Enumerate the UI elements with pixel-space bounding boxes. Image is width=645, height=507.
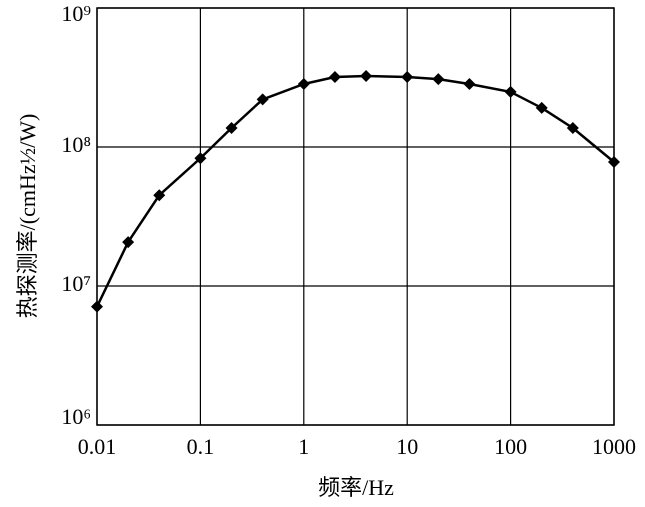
data-marker xyxy=(328,70,341,83)
data-marker xyxy=(153,189,166,202)
data-marker xyxy=(256,93,269,106)
x-tick-label: 10 xyxy=(396,434,418,459)
y-axis-label: 热探测率/(cmHz½/W) xyxy=(15,114,40,319)
y-tick-label: 10⁸ xyxy=(61,132,91,157)
x-tick-label: 1 xyxy=(298,434,309,459)
x-tick-label: 0.1 xyxy=(187,434,215,459)
data-marker xyxy=(608,155,620,168)
data-marker xyxy=(122,236,135,249)
y-tick-label: 10⁷ xyxy=(61,271,91,296)
data-line xyxy=(95,74,615,308)
x-tick-label: 100 xyxy=(494,434,527,459)
data-marker xyxy=(432,73,445,86)
plot-frame xyxy=(96,7,615,426)
data-marker xyxy=(194,152,207,165)
data-marker xyxy=(297,77,310,90)
data-marker xyxy=(401,70,414,83)
y-tick-label: 10⁹ xyxy=(61,1,91,26)
data-marker xyxy=(360,70,373,83)
data-marker xyxy=(504,85,517,98)
x-axis-label: 频率/Hz xyxy=(318,475,394,500)
data-marker xyxy=(225,121,238,134)
y-tick-label: 10⁶ xyxy=(61,404,91,429)
x-tick-label: 1000 xyxy=(592,434,636,459)
data-marker xyxy=(566,121,579,134)
data-marker xyxy=(91,300,103,313)
data-marker xyxy=(463,77,476,90)
x-tick-label: 0.01 xyxy=(78,434,117,459)
data-marker xyxy=(535,101,548,114)
